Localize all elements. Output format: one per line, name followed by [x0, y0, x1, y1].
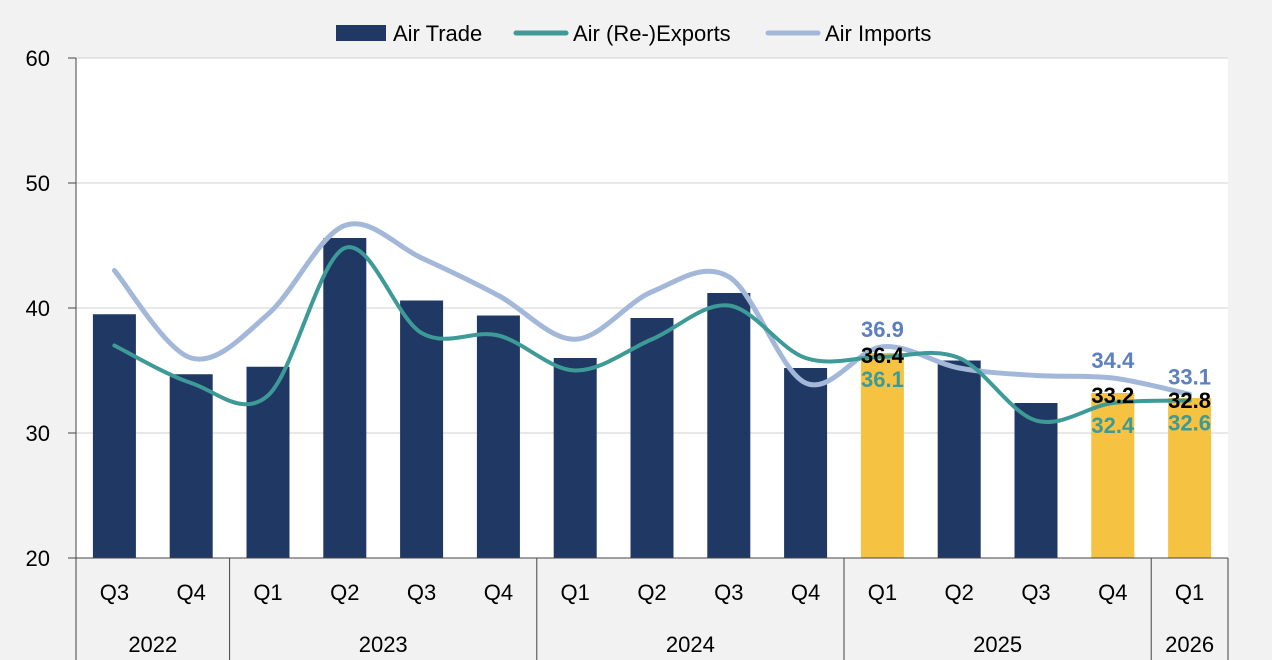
data-label: 34.4 — [1091, 348, 1135, 373]
x-tick-label: Q3 — [407, 580, 436, 605]
data-label: 32.4 — [1091, 413, 1135, 438]
bar-3 — [246, 366, 290, 558]
legend-label: Air Trade — [393, 21, 482, 46]
bar-4 — [323, 238, 367, 558]
year-label: 2025 — [973, 632, 1022, 657]
x-tick-label: Q2 — [637, 580, 666, 605]
data-label: 36.4 — [861, 343, 905, 368]
year-label: 2023 — [359, 632, 408, 657]
bar-10 — [784, 368, 828, 558]
bar-12 — [937, 360, 981, 558]
bar-14 — [1091, 393, 1135, 558]
x-tick-label: Q1 — [561, 580, 590, 605]
bar-5 — [400, 300, 444, 558]
exports-line — [112, 245, 1192, 424]
data-labels: 36.936.436.1 34.4 33.2 32.4 33.132.832.6 — [861, 317, 1211, 438]
bar-2 — [169, 374, 213, 558]
data-label: 32.6 — [1168, 411, 1211, 436]
bar-7 — [553, 358, 597, 558]
data-label: 36.1 — [861, 367, 904, 392]
y-tick-label: 30 — [26, 421, 50, 446]
axes: 20 30 40 50 60 Q3 Q4 Q1 Q2 Q3 Q4 Q1 Q2 Q3 Q4 Q1 Q2 Q3 Q4 Q1… — [26, 46, 1229, 660]
data-label: 36.9 — [861, 317, 904, 342]
x-tick-label: Q2 — [330, 580, 359, 605]
x-tick-label: Q4 — [1098, 580, 1127, 605]
year-label: 2022 — [128, 632, 177, 657]
data-label: 33.1 — [1168, 364, 1211, 389]
year-label: 2024 — [666, 632, 715, 657]
x-tick-label: Q1 — [253, 580, 282, 605]
x-tick-label: Q2 — [945, 580, 974, 605]
legend-swatch-air-trade — [336, 25, 386, 41]
x-tick-label: Q1 — [868, 580, 897, 605]
bar-13 — [1014, 403, 1058, 558]
x-tick-label: Q4 — [791, 580, 820, 605]
x-tick-label: Q3 — [1021, 580, 1050, 605]
x-tick-label: Q4 — [484, 580, 513, 605]
y-tick-label: 50 — [26, 171, 50, 196]
y-tick-label: 20 — [26, 546, 50, 571]
data-label: 32.8 — [1168, 388, 1211, 413]
legend: Air Trade Air (Re-)Exports Air Imports — [336, 21, 931, 46]
x-tick-label: Q4 — [177, 580, 206, 605]
x-tick-label: Q3 — [100, 580, 129, 605]
y-tick-label: 60 — [26, 46, 50, 71]
year-label: 2026 — [1165, 632, 1214, 657]
legend-label: Air Imports — [825, 21, 931, 46]
bar-11 — [860, 353, 904, 558]
bar-9 — [707, 293, 751, 558]
x-tick-label: Q1 — [1175, 580, 1204, 605]
data-label: 33.2 — [1091, 383, 1134, 408]
bar-8 — [630, 318, 674, 558]
series-lines — [111, 221, 1193, 424]
y-tick-label: 40 — [26, 296, 50, 321]
bars — [92, 238, 1212, 558]
bar-1 — [92, 314, 136, 558]
x-tick-label: Q3 — [714, 580, 743, 605]
imports-line — [111, 221, 1193, 397]
bar-6 — [476, 315, 520, 558]
bar-15 — [1168, 398, 1212, 558]
legend-label: Air (Re-)Exports — [573, 21, 731, 46]
